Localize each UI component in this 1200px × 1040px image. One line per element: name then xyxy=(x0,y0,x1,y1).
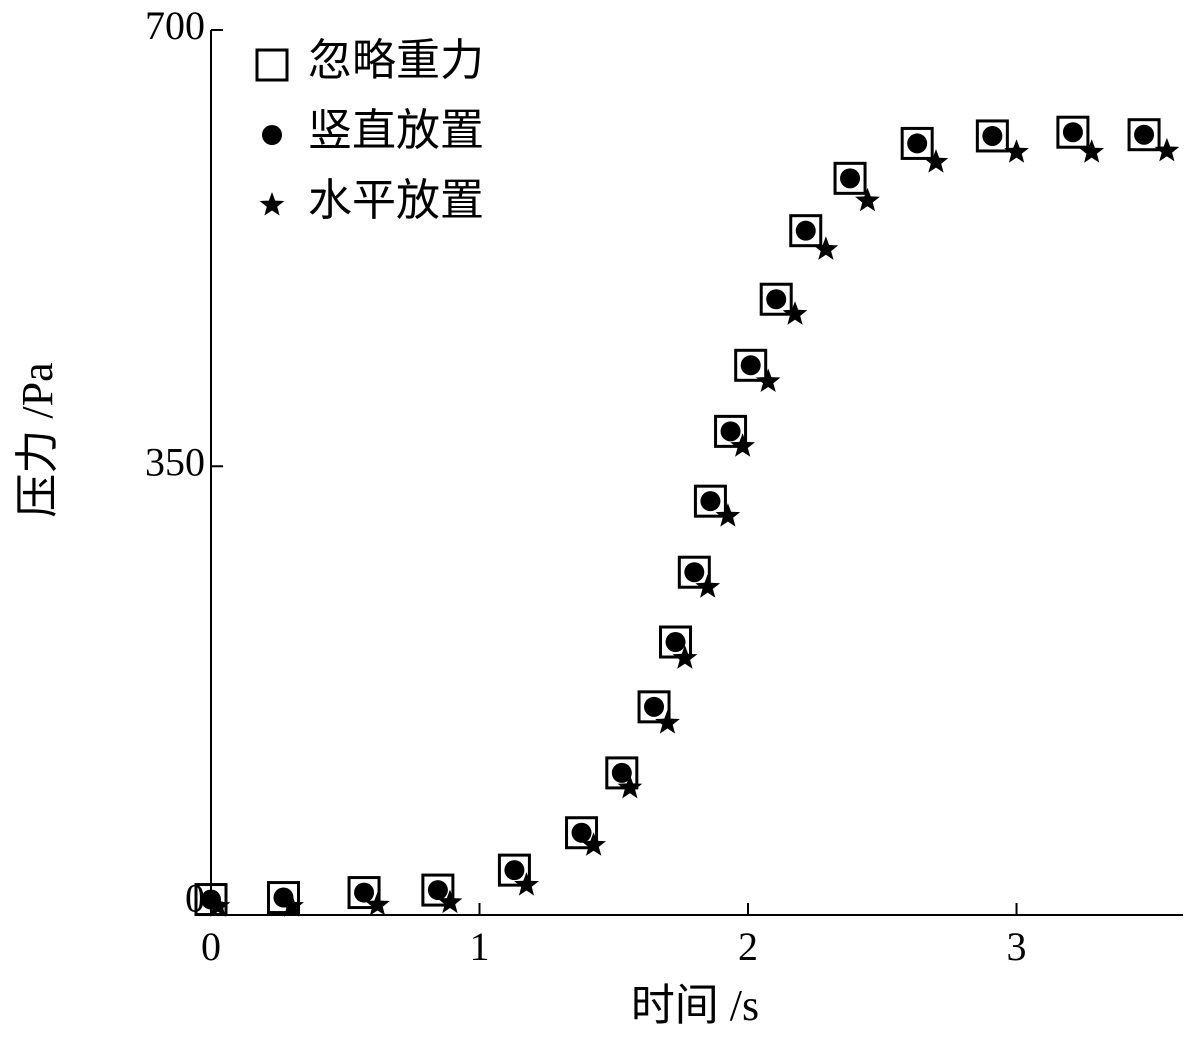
star-marker xyxy=(1079,139,1105,163)
legend-marker xyxy=(262,125,282,145)
square-marker xyxy=(1127,118,1161,152)
square-marker xyxy=(975,119,1009,153)
legend-label: 水平放置 xyxy=(308,176,484,225)
star-marker xyxy=(655,710,680,734)
circle-marker xyxy=(1134,124,1155,145)
circle-marker xyxy=(907,133,928,154)
square-marker xyxy=(421,873,455,907)
x-tick-label: 3 xyxy=(1007,924,1027,969)
circle-marker xyxy=(571,822,592,843)
circle-marker xyxy=(982,125,1003,146)
circle-marker xyxy=(354,882,375,903)
circle-marker xyxy=(766,289,787,310)
circle-marker xyxy=(665,632,686,653)
legend-marker xyxy=(259,192,285,216)
star-marker xyxy=(695,574,721,598)
star-marker xyxy=(205,893,231,917)
star-marker xyxy=(672,645,698,669)
square-marker xyxy=(659,625,693,659)
star-marker xyxy=(782,301,808,325)
square-marker xyxy=(565,816,599,850)
square-marker xyxy=(677,555,711,589)
star-marker xyxy=(1004,139,1029,163)
square-marker xyxy=(693,484,727,518)
circle-marker xyxy=(795,220,816,241)
circle-marker xyxy=(740,355,761,376)
star-marker xyxy=(514,872,539,896)
circle-marker xyxy=(684,562,705,583)
circle-marker xyxy=(1062,122,1083,143)
square-marker xyxy=(1056,115,1090,149)
star-marker xyxy=(923,149,949,173)
star-marker xyxy=(855,187,880,212)
star-marker xyxy=(1154,137,1180,162)
y-axis-label: 压力 /Pa xyxy=(13,362,62,517)
star-marker xyxy=(365,892,390,916)
legend-label: 竖直放置 xyxy=(308,106,484,155)
star-marker xyxy=(437,889,463,914)
square-marker xyxy=(833,161,867,195)
square-marker xyxy=(605,756,639,790)
y-tick-label: 350 xyxy=(145,439,205,484)
star-marker xyxy=(730,433,755,457)
legend-marker xyxy=(255,48,289,82)
legend-label: 忽略重力 xyxy=(308,36,484,85)
star-marker xyxy=(279,893,304,917)
circle-marker xyxy=(840,168,861,189)
star-marker xyxy=(581,832,606,856)
x-tick-label: 1 xyxy=(470,924,490,969)
star-marker xyxy=(617,774,643,799)
star-marker xyxy=(813,236,839,260)
x-axis-label: 时间 /s xyxy=(631,981,759,1030)
circle-marker xyxy=(644,696,665,717)
square-marker xyxy=(759,282,793,316)
x-tick-label: 0 xyxy=(201,924,221,969)
circle-marker xyxy=(427,880,448,901)
square-marker xyxy=(734,348,768,382)
circle-marker xyxy=(720,421,741,442)
square-marker xyxy=(497,853,531,887)
y-tick-label: 700 xyxy=(145,3,205,48)
x-tick-label: 2 xyxy=(738,924,758,969)
square-marker xyxy=(266,881,300,915)
circle-marker xyxy=(700,491,721,512)
square-marker xyxy=(900,126,934,160)
square-marker xyxy=(637,690,671,724)
circle-marker xyxy=(504,860,525,881)
square-marker xyxy=(347,876,381,910)
circle-marker xyxy=(611,762,632,783)
star-marker xyxy=(715,503,741,527)
star-marker xyxy=(755,368,781,392)
square-marker xyxy=(714,414,748,448)
square-marker xyxy=(789,214,823,248)
